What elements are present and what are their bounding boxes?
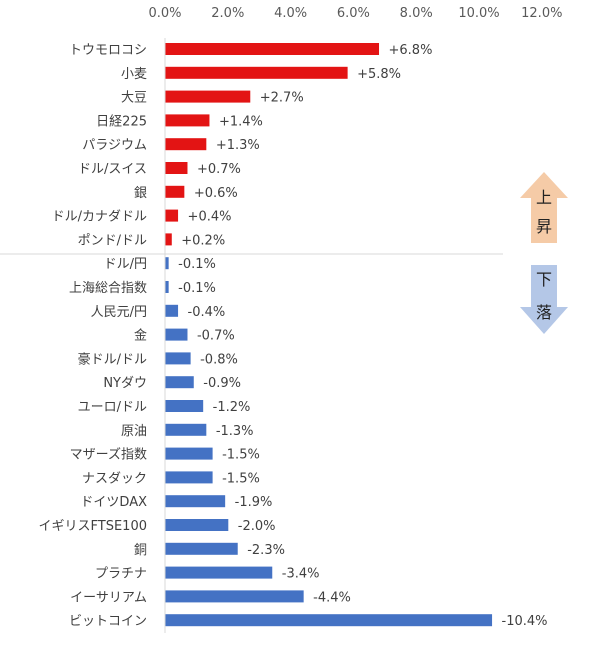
data-label: -4.4% bbox=[313, 590, 351, 605]
category-label: 金 bbox=[134, 328, 147, 344]
category-label: イーサリアム bbox=[70, 590, 147, 605]
data-label: -0.9% bbox=[203, 376, 241, 391]
down-arrow-text-2: 落 bbox=[536, 303, 552, 322]
bar bbox=[165, 209, 179, 222]
data-label: -0.1% bbox=[178, 281, 216, 296]
data-label: +2.7% bbox=[260, 91, 304, 106]
bar bbox=[165, 185, 185, 198]
data-label: -3.4% bbox=[282, 567, 320, 582]
data-label: -1.9% bbox=[235, 495, 273, 510]
x-tick-label: 4.0% bbox=[274, 6, 307, 21]
data-label: -2.0% bbox=[238, 519, 276, 534]
bar bbox=[165, 43, 380, 55]
bar bbox=[165, 257, 169, 270]
bar bbox=[165, 614, 493, 627]
data-label: -0.1% bbox=[178, 257, 216, 272]
up-arrow-icon bbox=[520, 172, 568, 243]
x-tick-label: 0.0% bbox=[148, 6, 181, 21]
category-label: ナスダック bbox=[82, 471, 147, 486]
data-label: +5.8% bbox=[357, 67, 401, 82]
category-label: ユーロ/ドル bbox=[78, 400, 147, 415]
data-label: +0.2% bbox=[181, 233, 225, 248]
data-label: -0.4% bbox=[188, 305, 226, 320]
bar bbox=[165, 590, 304, 603]
bar bbox=[165, 542, 238, 555]
bar bbox=[165, 471, 213, 484]
bar bbox=[165, 162, 188, 174]
bar bbox=[165, 90, 251, 103]
data-label: +0.7% bbox=[197, 162, 241, 177]
category-label: 大豆 bbox=[121, 91, 147, 106]
data-label: -1.5% bbox=[222, 448, 260, 463]
data-label: -1.2% bbox=[213, 400, 251, 415]
x-tick-label: 2.0% bbox=[211, 6, 244, 21]
category-label: 銅 bbox=[134, 543, 147, 558]
x-tick-label: 6.0% bbox=[337, 6, 370, 21]
bar bbox=[165, 400, 204, 412]
data-label: -2.3% bbox=[247, 543, 285, 558]
bar bbox=[165, 423, 207, 436]
bar bbox=[165, 447, 213, 460]
category-label: 銀 bbox=[134, 186, 147, 201]
bar bbox=[165, 138, 207, 151]
data-label: +6.8% bbox=[389, 43, 433, 58]
category-label: プラチナ bbox=[95, 567, 147, 582]
bar bbox=[165, 66, 348, 79]
x-tick-label: 12.0% bbox=[521, 6, 562, 21]
category-label: 日経225 bbox=[96, 114, 147, 129]
data-label: -1.3% bbox=[216, 424, 254, 439]
category-label: トウモロコシ bbox=[69, 43, 147, 58]
bar bbox=[165, 376, 194, 389]
bar bbox=[165, 495, 226, 508]
data-label: -0.7% bbox=[197, 329, 235, 344]
up-arrow-text-2: 昇 bbox=[536, 217, 552, 236]
bar bbox=[165, 566, 273, 579]
category-label: 小麦 bbox=[121, 67, 147, 82]
category-label: NYダウ bbox=[103, 376, 147, 391]
data-label: +0.4% bbox=[188, 210, 232, 225]
category-label: ビットコイン bbox=[69, 614, 147, 629]
category-label: パラジウム bbox=[82, 138, 147, 153]
category-label: 原油 bbox=[121, 424, 147, 439]
bar bbox=[165, 328, 188, 341]
down-arrow-text-1: 下 bbox=[536, 270, 552, 289]
bar bbox=[165, 114, 210, 127]
x-tick-label: 8.0% bbox=[400, 6, 433, 21]
category-label: ドル/スイス bbox=[78, 162, 147, 177]
bar bbox=[165, 519, 229, 531]
bar bbox=[165, 352, 191, 365]
bar bbox=[165, 281, 169, 293]
category-label: ドイツDAX bbox=[80, 495, 147, 510]
category-label: イギリスFTSE100 bbox=[39, 519, 147, 534]
data-label: +1.3% bbox=[216, 138, 260, 153]
category-label: 人民元/円 bbox=[91, 305, 147, 320]
down-arrow: 下 落 bbox=[520, 265, 568, 334]
category-label: 上海総合指数 bbox=[69, 281, 147, 296]
x-tick-label: 10.0% bbox=[458, 6, 499, 21]
up-arrow-text-1: 上 bbox=[536, 188, 552, 207]
data-label: -0.8% bbox=[200, 352, 238, 367]
bar bbox=[165, 233, 172, 246]
data-label: -1.5% bbox=[222, 471, 260, 486]
category-label: マザーズ指数 bbox=[70, 447, 147, 463]
category-label: ポンド/ドル bbox=[78, 233, 147, 248]
category-label: 豪ドル/ドル bbox=[78, 351, 147, 367]
data-label: +0.6% bbox=[194, 186, 238, 201]
bar bbox=[165, 304, 179, 317]
up-arrow: 上 昇 bbox=[520, 172, 568, 243]
category-label: ドル/円 bbox=[104, 257, 147, 272]
data-label: -10.4% bbox=[502, 614, 548, 629]
category-label: ドル/カナダドル bbox=[52, 210, 147, 225]
data-label: +1.4% bbox=[219, 114, 263, 129]
down-arrow-icon bbox=[520, 265, 568, 334]
